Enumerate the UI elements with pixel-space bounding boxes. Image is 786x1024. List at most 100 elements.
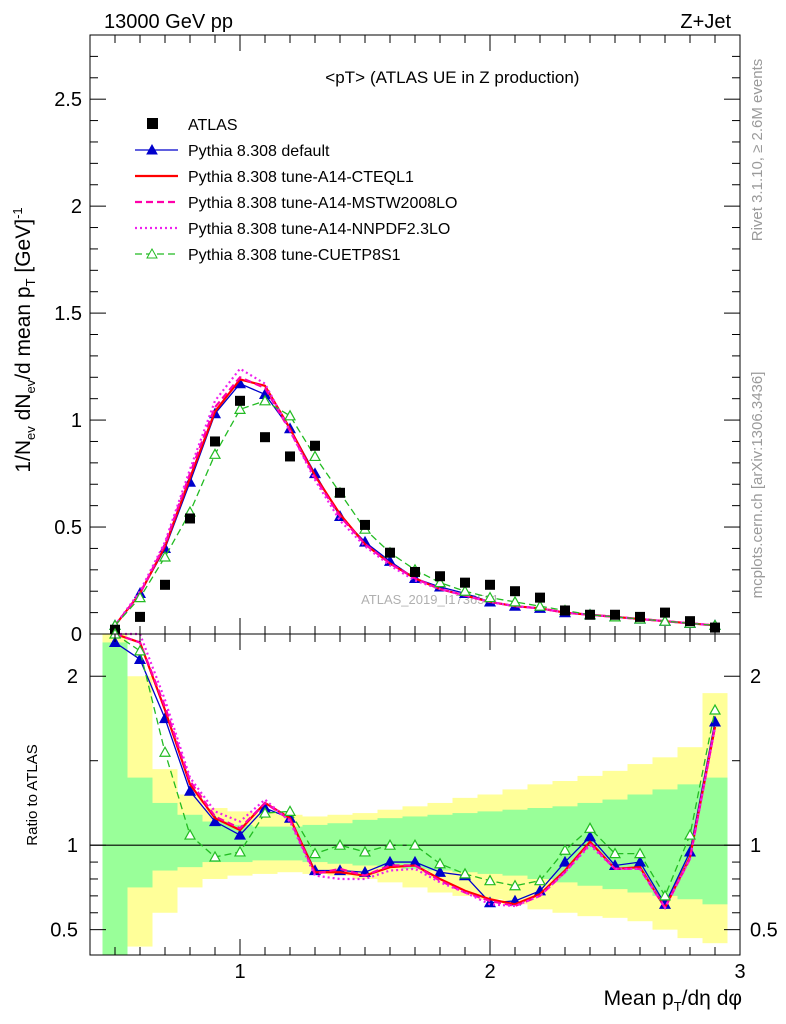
- data-point: [135, 611, 145, 622]
- uncertainty-band-inner: [652, 789, 678, 896]
- x-tick-label: 2: [484, 961, 495, 983]
- y-tick-label: 1.5: [54, 303, 82, 325]
- series-line: [114, 375, 716, 627]
- ratio-series-marker: [608, 847, 622, 859]
- x-tick-label: 1: [234, 961, 245, 983]
- data-point: [635, 611, 645, 622]
- ratio-series-marker: [508, 879, 522, 891]
- data-point: [560, 605, 570, 616]
- mcplots-url-label: mcplots.cern.ch [arXiv:1306.3436]: [749, 372, 766, 599]
- ratio-y-tick-label-right: 0.5: [750, 920, 778, 942]
- legend-marker: [147, 118, 158, 129]
- uncertainty-band-inner: [602, 799, 628, 890]
- series-marker: [508, 595, 522, 607]
- main-y-axis-label: 1/Nev dNev/d mean pT [GeV]-1: [10, 207, 38, 472]
- data-point: [335, 487, 345, 498]
- data-point: [385, 547, 395, 558]
- series-line: [114, 367, 716, 627]
- series-marker: [133, 591, 147, 603]
- series-marker: [308, 450, 322, 462]
- ratio-y-tick-label-right: 2: [750, 666, 761, 688]
- data-point: [710, 622, 720, 633]
- ratio-series-marker: [383, 838, 397, 850]
- ratio-series-marker: [258, 806, 272, 818]
- ratio-y-tick-label-right: 1: [750, 835, 761, 857]
- ratio-series-marker: [483, 896, 497, 908]
- chart-subtitle: (ATLAS UE in Z production): [370, 68, 579, 87]
- data-point: [510, 586, 520, 597]
- y-tick-label: 2: [71, 196, 82, 218]
- series-marker: [158, 550, 172, 562]
- ratio-series-marker: [183, 784, 197, 796]
- legend-label: Pythia 8.308 default: [188, 143, 330, 160]
- uncertainty-band-inner: [127, 777, 153, 888]
- legend-marker: [146, 247, 158, 259]
- series-marker: [258, 394, 272, 406]
- series-marker: [283, 409, 297, 421]
- ratio-series-marker: [558, 855, 572, 867]
- ratio-series-marker: [283, 805, 297, 816]
- ratio-series-marker: [358, 845, 372, 857]
- ratio-series-marker: [433, 865, 447, 877]
- uncertainty-band-inner: [702, 777, 728, 905]
- ratio-series-marker: [633, 847, 647, 859]
- ratio-series-marker: [133, 644, 147, 656]
- legend-label: Pythia 8.308 tune-A14-CTEQL1: [188, 169, 414, 186]
- x-tick-label: 3: [734, 961, 745, 983]
- data-point: [685, 616, 695, 627]
- data-point: [485, 579, 495, 590]
- y-tick-label: 1: [71, 410, 82, 432]
- ratio-series-line: [114, 632, 717, 910]
- series-marker: [208, 448, 222, 459]
- ratio-series-marker: [558, 844, 572, 855]
- ratio-series-marker: [458, 867, 472, 879]
- data-point: [610, 609, 620, 620]
- legend-label: ATLAS: [188, 117, 238, 134]
- data-point: [460, 577, 470, 588]
- rivet-version-label: Rivet 3.1.10, ≥ 2.6M events: [749, 59, 766, 242]
- ratio-series-marker: [333, 838, 347, 850]
- series-line: [114, 382, 716, 627]
- process-label: Z+Jet: [680, 11, 731, 33]
- legend-label: Pythia 8.308 tune-A14-MSTW2008LO: [188, 195, 457, 212]
- data-point: [235, 395, 245, 406]
- ratio-plot-panel: 0.5 0.5 1 1 2 2 1 2 3 Ratio to ATLAS: [24, 627, 778, 983]
- ratio-series-marker: [208, 815, 222, 827]
- data-point: [660, 607, 670, 618]
- legend-marker: [146, 143, 158, 155]
- data-point: [185, 513, 195, 524]
- uncertainty-band-inner: [277, 826, 303, 861]
- ratio-series-marker: [233, 845, 247, 857]
- energy-label: 13000 GeV pp: [104, 11, 233, 33]
- ratio-series-marker: [158, 746, 172, 757]
- ratio-y-tick-label: 0.5: [50, 920, 78, 942]
- data-point: [585, 609, 595, 620]
- uncertainty-band-inner: [477, 811, 503, 874]
- data-point: [360, 519, 370, 530]
- y-tick-label: 0: [71, 624, 82, 646]
- legend-label: Pythia 8.308 tune-A14-NNPDF2.3LO: [188, 221, 450, 238]
- y-tick-label: 0.5: [54, 517, 82, 539]
- ratio-series-marker: [658, 889, 672, 901]
- uncertainty-band-inner: [152, 802, 178, 871]
- uncertainty-band-inner: [177, 814, 203, 868]
- ratio-series-marker: [233, 828, 247, 840]
- series-marker: [533, 599, 547, 611]
- uncertainty-band-inner: [352, 819, 378, 866]
- x-axis-label: Mean pT/dη dφ: [604, 987, 742, 1014]
- uncertainty-band-inner: [452, 813, 478, 873]
- data-point: [160, 579, 170, 590]
- data-point: [435, 571, 445, 582]
- ratio-series-marker: [583, 822, 597, 833]
- chart-title: <pT>: [325, 68, 365, 87]
- uncertainty-band-inner: [102, 642, 128, 955]
- uncertainty-band-inner: [502, 809, 528, 876]
- ratio-y-tick-label: 2: [67, 666, 78, 688]
- ratio-series-marker: [483, 874, 497, 886]
- series-marker: [483, 591, 497, 603]
- y-tick-label: 2.5: [54, 89, 82, 111]
- ratio-series-marker: [408, 838, 422, 850]
- data-point: [285, 451, 295, 462]
- ratio-series-marker: [208, 850, 222, 862]
